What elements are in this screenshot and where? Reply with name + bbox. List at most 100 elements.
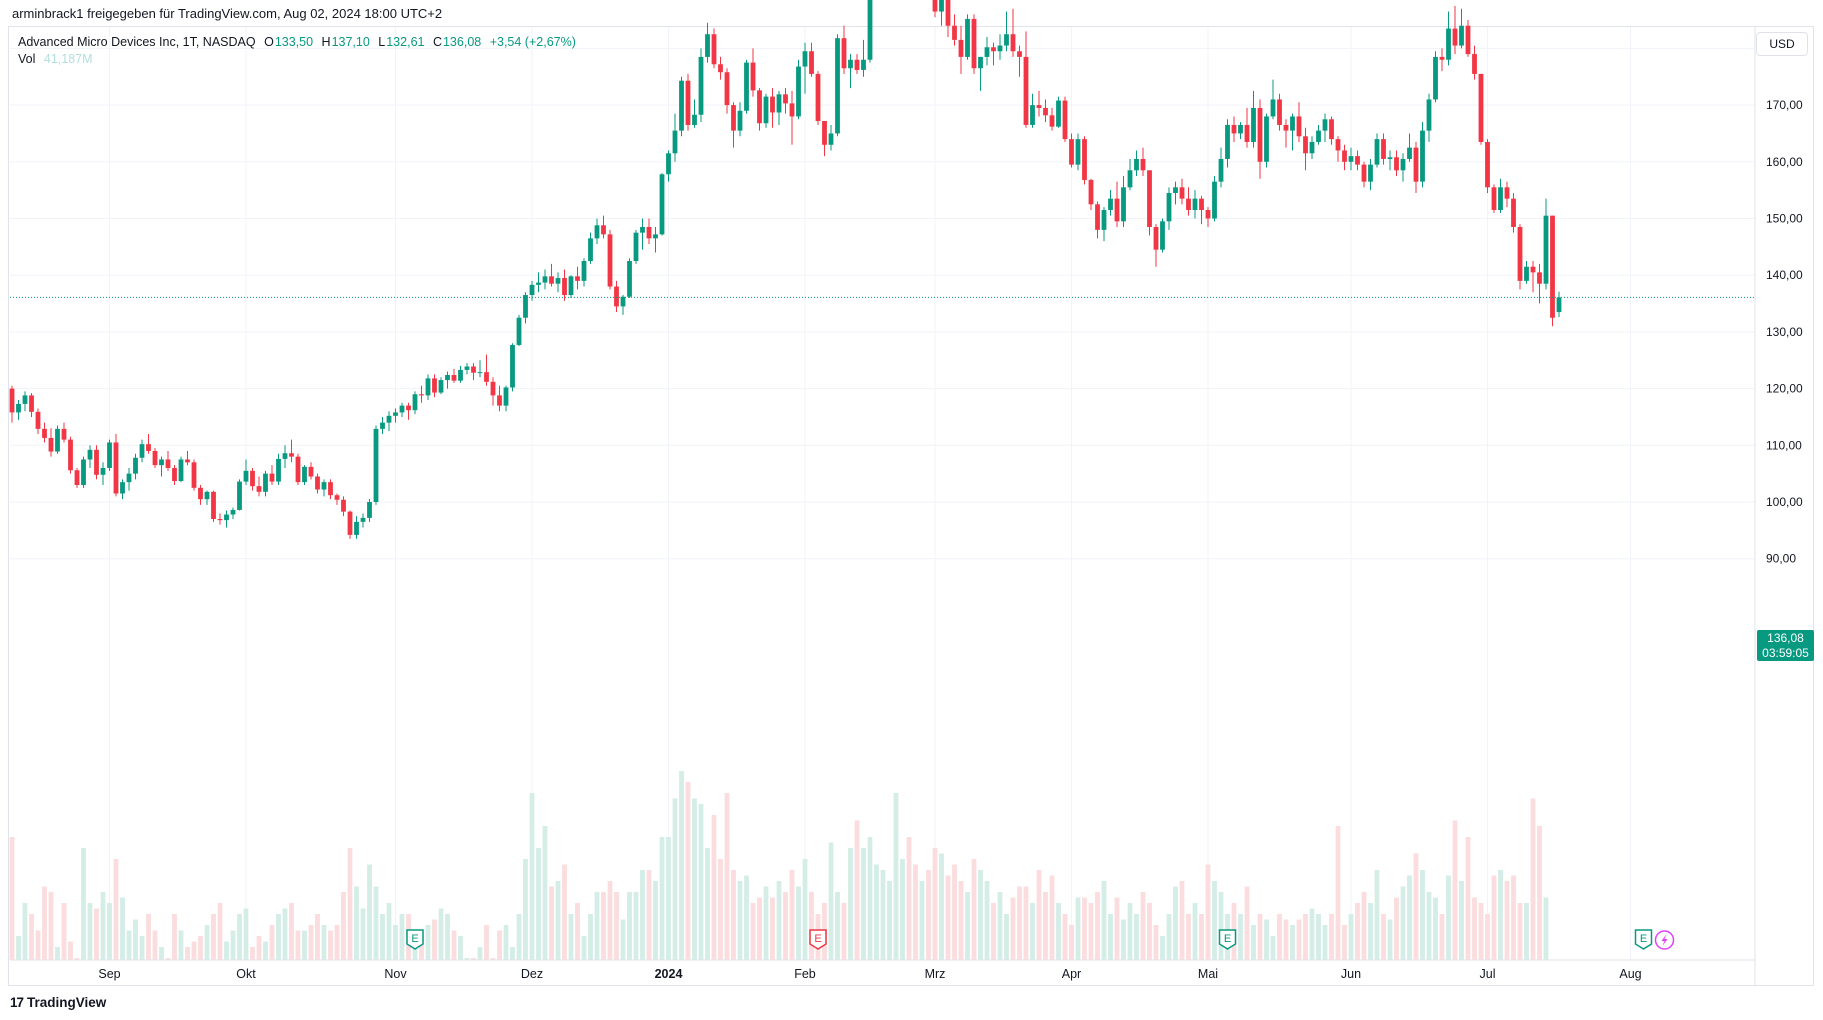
- volume-bar: [939, 853, 944, 960]
- candle-body: [256, 486, 262, 492]
- candle-body: [289, 453, 294, 457]
- candle-body: [1095, 204, 1100, 230]
- candle-body: [796, 66, 801, 117]
- volume-bar: [536, 848, 541, 960]
- volume-bar: [659, 837, 665, 960]
- candle-body: [1205, 209, 1211, 219]
- candle-body: [1504, 187, 1510, 199]
- candle-body: [1498, 187, 1503, 210]
- candle-body: [763, 96, 769, 124]
- candle-body: [419, 394, 424, 396]
- y-tick-label: 160,00: [1766, 155, 1803, 169]
- candle-body: [711, 34, 717, 65]
- candle-body: [932, 0, 938, 12]
- volume-bar: [757, 897, 762, 960]
- volume-bar: [1387, 919, 1393, 960]
- candle-body: [1244, 124, 1250, 142]
- earnings-marker[interactable]: E: [809, 929, 827, 950]
- high-value: 137,10: [331, 35, 370, 49]
- volume-bar: [646, 870, 652, 960]
- candle-body: [282, 453, 288, 459]
- candle-body: [393, 412, 398, 416]
- volume-bar: [1114, 897, 1120, 960]
- volume-bar: [958, 881, 964, 960]
- volume-bar: [1062, 914, 1068, 960]
- candle-body: [1114, 198, 1120, 222]
- candle-body: [997, 45, 1003, 52]
- volume-bar: [55, 947, 60, 960]
- currency-button[interactable]: USD: [1756, 32, 1808, 56]
- earnings-marker[interactable]: E: [1634, 929, 1653, 950]
- volume-bar: [217, 903, 223, 960]
- candle-body: [1270, 99, 1276, 117]
- volume-bar: [1192, 903, 1198, 960]
- candle-body: [328, 482, 333, 496]
- earnings-marker[interactable]: E: [406, 929, 424, 950]
- candle-body: [432, 378, 437, 393]
- candle-body: [549, 276, 554, 284]
- candle-body: [1173, 187, 1178, 193]
- volume-bar: [35, 930, 41, 960]
- volume-bar: [1179, 881, 1185, 960]
- earnings-marker[interactable]: E: [1218, 929, 1237, 950]
- volume-label[interactable]: Vol: [18, 52, 36, 66]
- volume-bar: [705, 848, 710, 960]
- candle-body: [1446, 28, 1451, 60]
- volume-bar: [1134, 914, 1139, 960]
- volume-bar: [295, 930, 301, 960]
- candle-body: [718, 64, 723, 73]
- volume-bar: [94, 908, 99, 960]
- candle-body: [61, 428, 67, 440]
- volume-bar: [1270, 936, 1276, 960]
- volume-bar: [991, 903, 996, 960]
- candle-body: [1231, 124, 1237, 134]
- volume-bar: [321, 925, 327, 960]
- candle-body: [55, 428, 60, 452]
- volume-bar: [1121, 919, 1126, 960]
- volume-bar: [1485, 914, 1490, 960]
- candle-body: [1283, 124, 1289, 131]
- candle-body: [666, 153, 671, 175]
- candle-body: [1426, 99, 1432, 131]
- candle-body: [705, 34, 710, 57]
- volume-bar: [861, 848, 866, 960]
- chart-frame[interactable]: [8, 26, 1814, 986]
- candle-body: [1394, 157, 1399, 171]
- volume-bar: [906, 837, 912, 960]
- volume-bar: [360, 908, 366, 960]
- candle-body: [1322, 119, 1328, 131]
- volume-bar: [744, 875, 749, 960]
- volume-bar: [191, 941, 197, 960]
- candle-body: [1036, 105, 1042, 108]
- candle-body: [1517, 227, 1523, 281]
- volume-bar: [1543, 897, 1549, 960]
- candle-body: [295, 456, 301, 483]
- volume-bar: [1355, 903, 1360, 960]
- volume-bar: [1491, 875, 1497, 960]
- candle-body: [406, 405, 411, 411]
- volume-bar: [1017, 886, 1022, 960]
- earnings-label: E: [411, 933, 418, 945]
- candle-body: [1537, 272, 1542, 284]
- volume-bar: [1329, 914, 1334, 960]
- candle-body: [614, 286, 619, 307]
- candle-layer: [9, 0, 1562, 539]
- candle-body: [68, 439, 73, 471]
- volume-bar: [965, 892, 970, 960]
- volume-bar: [932, 848, 938, 960]
- candle-body: [724, 72, 730, 106]
- candle-body: [1368, 164, 1373, 182]
- volume-bar: [451, 930, 457, 960]
- volume-bar: [328, 930, 333, 960]
- volume-bar: [770, 897, 775, 960]
- volume-bar: [61, 903, 67, 960]
- volume-bar: [542, 826, 548, 960]
- x-tick-label: Dez: [521, 967, 543, 981]
- candle-body: [1452, 28, 1458, 46]
- candle-body: [217, 519, 223, 521]
- tradingview-logo[interactable]: 17 TradingView: [10, 995, 106, 1010]
- volume-bar: [900, 859, 905, 960]
- symbol-name[interactable]: Advanced Micro Devices Inc, 1T, NASDAQ: [18, 35, 256, 49]
- volume-bar: [1504, 881, 1510, 960]
